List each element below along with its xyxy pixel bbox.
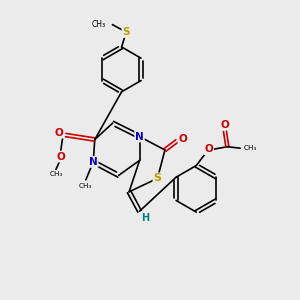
- Text: O: O: [220, 120, 229, 130]
- Text: O: O: [56, 152, 65, 162]
- Text: S: S: [122, 27, 130, 37]
- Text: O: O: [178, 134, 187, 144]
- Text: N: N: [135, 132, 144, 142]
- Text: N: N: [89, 157, 98, 167]
- Text: CH₃: CH₃: [49, 171, 63, 177]
- Text: S: S: [154, 173, 161, 183]
- Text: O: O: [205, 144, 213, 154]
- Text: O: O: [55, 128, 64, 138]
- Text: CH₃: CH₃: [244, 145, 257, 151]
- Text: H: H: [142, 213, 150, 223]
- Text: CH₃: CH₃: [79, 183, 92, 189]
- Text: CH₃: CH₃: [92, 20, 106, 29]
